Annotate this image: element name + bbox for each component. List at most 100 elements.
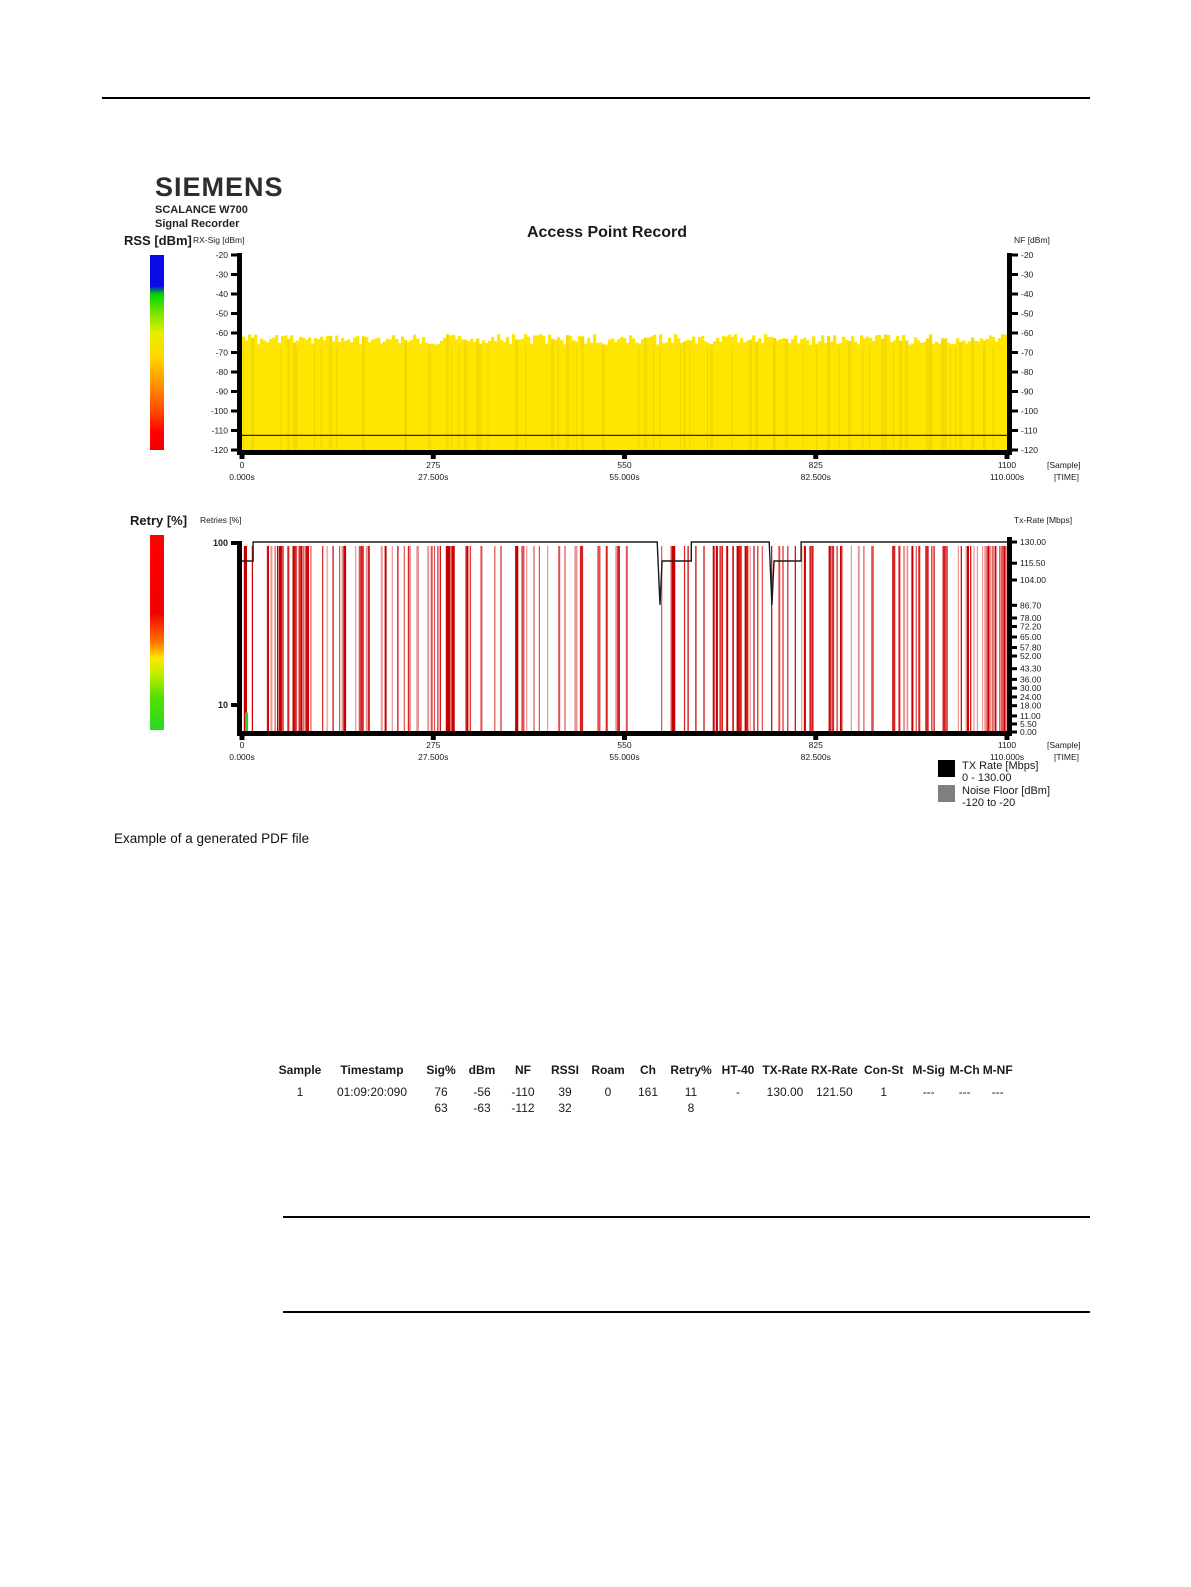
right-axis-tick — [1012, 540, 1017, 544]
rx-signal-area — [983, 340, 987, 450]
rx-signal-area — [386, 338, 390, 450]
retry-line — [355, 546, 357, 731]
rx-signal-area — [455, 339, 459, 450]
rx-signal-area — [443, 338, 447, 450]
right-axis-tick — [1012, 370, 1018, 374]
rx-signal-area — [785, 338, 789, 450]
rx-signal-area — [326, 335, 330, 450]
retry-line — [976, 546, 978, 731]
right-axis-tick-label: -30 — [1021, 270, 1034, 280]
retry-line — [960, 546, 962, 731]
retry-plot — [242, 541, 1008, 731]
table-cell: 76 63 — [434, 1085, 448, 1116]
rx-signal-area — [599, 342, 603, 450]
retry-line — [302, 546, 304, 731]
rx-signal-area — [686, 340, 690, 450]
rx-signal-area — [932, 343, 936, 450]
retry-line — [597, 546, 601, 731]
left-axis-tick-label: -20 — [216, 250, 229, 260]
rx-signal-area — [500, 340, 504, 450]
retry-line — [749, 546, 751, 731]
retry-line — [757, 546, 759, 731]
rx-signal-area — [620, 336, 624, 450]
rx-signal-area — [257, 344, 261, 450]
right-axis-tick — [1012, 704, 1017, 708]
rx-signal-area — [854, 341, 858, 450]
retry-line — [417, 546, 419, 731]
right-axis-tick-label: -60 — [1021, 328, 1034, 338]
left-axis-tick — [231, 351, 237, 354]
rx-signal-area — [797, 343, 801, 450]
rx-signal-area — [551, 338, 555, 450]
retry-line — [251, 546, 253, 731]
siemens-logo: SIEMENS — [155, 172, 284, 202]
retry-line — [967, 546, 969, 731]
right-axis-tick-label: -20 — [1021, 250, 1034, 260]
rx-signal-area — [746, 340, 750, 450]
rx-signal-area — [953, 344, 957, 450]
rx-signal-area — [959, 342, 963, 450]
rx-signal-area — [404, 340, 408, 450]
left-axis-tick-label: -120 — [211, 445, 228, 455]
retry-line — [903, 546, 906, 731]
left-axis-caption: RX-Sig [dBm] — [193, 235, 245, 245]
rx-signal-area — [992, 337, 996, 450]
rx-signal-area — [254, 334, 258, 450]
retry-line — [332, 546, 334, 731]
table-cell: 121.50 — [815, 1085, 853, 1099]
right-axis-tick — [1012, 722, 1017, 726]
right-axis-tick-label: -80 — [1021, 367, 1034, 377]
retry-line — [721, 546, 723, 731]
rx-signal-plot — [242, 334, 1008, 450]
rx-signal-area — [611, 338, 615, 450]
rx-signal-area — [710, 344, 714, 450]
rx-signal-area — [410, 340, 414, 450]
right-axis-tick — [1012, 429, 1018, 432]
rx-signal-area — [617, 339, 621, 450]
x-sample-label: 275 — [426, 740, 440, 750]
retry-line — [403, 546, 405, 731]
x-time-label: 55.000s — [609, 752, 639, 762]
retry-line — [1003, 546, 1007, 731]
retry-line — [778, 546, 781, 731]
rx-signal-area — [425, 342, 429, 450]
retry-line — [787, 546, 789, 731]
retry-line — [625, 546, 628, 731]
rx-signal-area — [800, 339, 804, 450]
right-axis-tick — [1012, 273, 1018, 276]
bottom-axis-bar — [237, 731, 1012, 736]
x-time-label: 27.500s — [418, 472, 448, 482]
retry-line — [439, 546, 441, 731]
retry-line — [732, 546, 734, 731]
retry-line — [305, 546, 307, 731]
right-axis-tick-label: 65.00 — [1020, 632, 1042, 642]
right-axis-tick — [1012, 695, 1017, 699]
signal-striation — [869, 346, 870, 450]
header-rule — [102, 97, 1090, 99]
rx-signal-area — [419, 343, 423, 450]
retry-line — [274, 546, 276, 731]
x-time-label: 82.500s — [801, 472, 831, 482]
rx-signal-area — [452, 334, 456, 450]
right-axis-tick-label: 11.00 — [1020, 711, 1041, 721]
x-time-label: 82.500s — [801, 752, 831, 762]
left-axis-tick-label: 100 — [213, 538, 228, 548]
x-sample-label: 1100 — [998, 460, 1017, 470]
left-axis-tick — [231, 331, 237, 335]
rx-signal-area — [428, 344, 432, 450]
right-axis-tick-label: 24.00 — [1020, 692, 1042, 702]
retry-line — [1005, 546, 1008, 731]
retry-line — [407, 546, 411, 731]
rx-signal-area — [341, 338, 345, 450]
right-axis-tick-label: -100 — [1021, 406, 1038, 416]
table-header-cell: RSSI — [550, 1063, 579, 1077]
rx-signal-area — [479, 343, 483, 450]
rx-signal-area — [749, 339, 753, 450]
sample-table: Sample Timestamp Sig% dBm NF RSSI Roam Ch Retry%… — [276, 1061, 1015, 1117]
retry-line — [715, 546, 718, 731]
rx-signal-area — [560, 340, 564, 450]
sample-table-wrap: Sample Timestamp Sig% dBm NF RSSI Roam Ch Retry%… — [276, 1061, 1015, 1117]
retry-line — [538, 546, 540, 731]
rx-signal-area — [950, 344, 954, 450]
figure-caption: Example of a generated PDF file — [114, 831, 310, 846]
